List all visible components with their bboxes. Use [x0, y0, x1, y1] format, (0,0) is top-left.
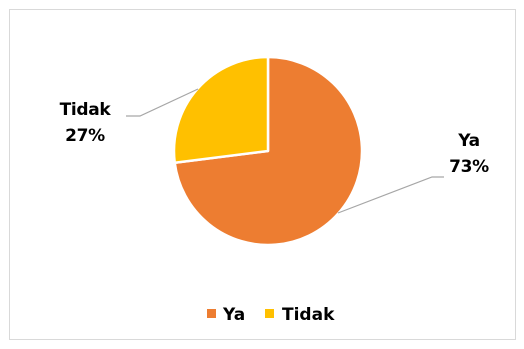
data-label-tidak-percent: 27%	[65, 126, 105, 146]
leader-line-ya	[337, 176, 444, 214]
data-label-tidak-category: Tidak	[60, 100, 112, 120]
leader-lines	[126, 88, 444, 214]
legend: Ya Tidak	[207, 305, 335, 325]
data-label-tidak: Tidak 27%	[60, 100, 112, 146]
pie-slices	[172, 55, 364, 247]
pie-slice-tidak	[172, 55, 270, 165]
legend-label-tidak: Tidak	[282, 305, 335, 325]
legend-swatch-tidak	[265, 309, 274, 318]
data-label-ya: Ya 73%	[449, 131, 489, 177]
legend-label-ya: Ya	[222, 305, 245, 325]
data-label-ya-category: Ya	[457, 131, 480, 151]
leader-line-tidak	[126, 88, 199, 117]
data-label-ya-percent: 73%	[449, 157, 489, 177]
legend-swatch-ya	[207, 309, 216, 318]
